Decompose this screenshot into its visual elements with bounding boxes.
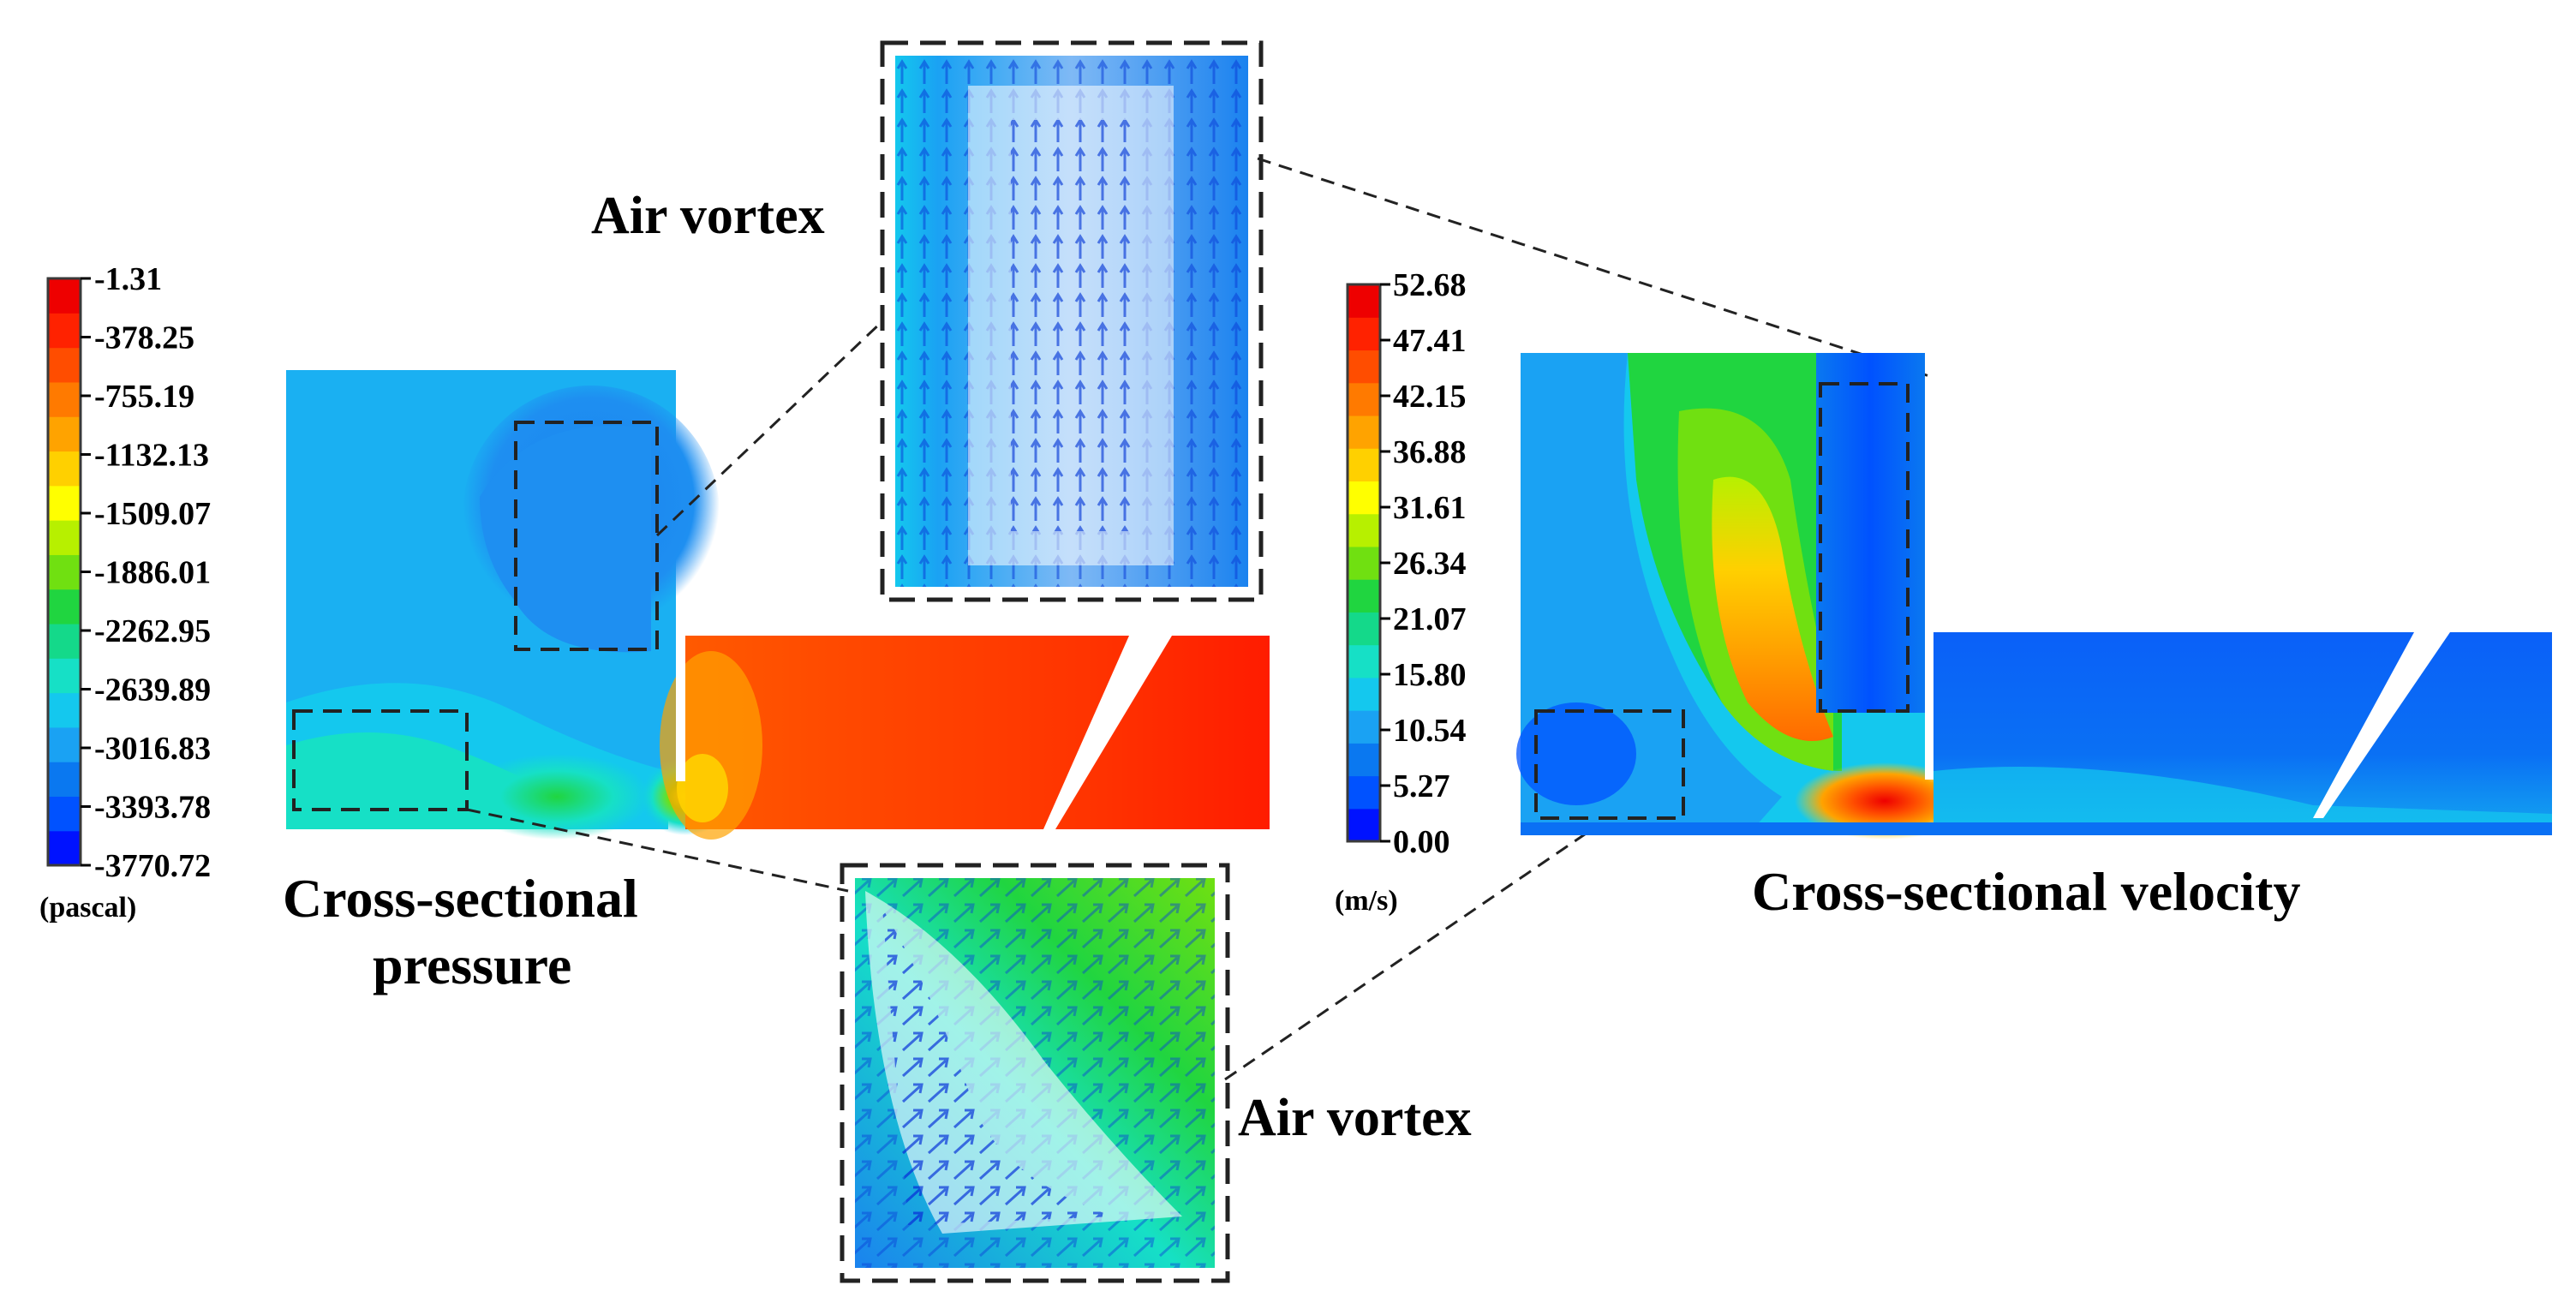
pressure-vortex-box-top (514, 421, 659, 651)
colorbar-tick-label: -3393.78 (94, 790, 211, 826)
colorbar-band (48, 485, 81, 521)
colorbar-tick-label: -755.19 (94, 379, 194, 415)
colorbar-tick-label: 0.00 (1393, 824, 1450, 860)
colorbar-band (1348, 350, 1380, 384)
colorbar-band (1348, 579, 1380, 613)
velocity-unit-label: (m/s) (1335, 885, 1398, 917)
colorbar-band (48, 623, 81, 659)
velocity-contour-field (1516, 353, 2552, 840)
callout-label-top: Air vortex (591, 187, 825, 245)
colorbar-tick-label: 10.54 (1393, 713, 1467, 749)
velocity-panel: 52.68 47.41 42.15 36.88 31.61 26.34 21.07 15.80… (1335, 267, 2552, 922)
colorbar-band (48, 520, 81, 555)
vortex-inset-bottom (840, 863, 1230, 1283)
colorbar-band (48, 381, 81, 417)
colorbar-tick-label: 47.41 (1393, 323, 1467, 359)
vortex-inset-top (880, 40, 1264, 602)
colorbar-band (48, 589, 81, 625)
pressure-contour-field (286, 370, 1270, 840)
colorbar-band (1348, 710, 1380, 744)
colorbar-band (48, 278, 81, 314)
colorbar-band (48, 347, 81, 383)
colorbar-band (1348, 775, 1380, 810)
pressure-legend-ticks: -1.31 -378.25 -755.19 -1132.13 -1509.07 -1886… (81, 261, 211, 884)
colorbar-tick-label: -3016.83 (94, 731, 211, 767)
colorbar-band (48, 451, 81, 487)
colorbar-tick-label: 42.15 (1393, 379, 1467, 415)
velocity-vortex-box-bottom (1534, 709, 1685, 820)
colorbar-tick-label: -2639.89 (94, 672, 211, 708)
colorbar-band (1348, 415, 1380, 449)
colorbar-tick-label: 15.80 (1393, 657, 1467, 693)
colorbar-band (48, 658, 81, 694)
colorbar-tick-label: -378.25 (94, 320, 194, 356)
velocity-legend-ticks: 52.68 47.41 42.15 36.88 31.61 26.34 21.07 15.80… (1380, 267, 1467, 860)
pressure-title-line1: Cross-sectional (283, 868, 638, 929)
pressure-colorbar (46, 277, 82, 867)
colorbar-band (1348, 546, 1380, 580)
pressure-panel: -1.31 -378.25 -755.19 -1132.13 -1509.07 -1886… (39, 261, 1270, 995)
colorbar-tick-label: 5.27 (1393, 768, 1450, 804)
colorbar-band (48, 313, 81, 349)
colorbar-tick-label: -1132.13 (94, 438, 209, 474)
velocity-title: Cross-sectional velocity (1752, 861, 2300, 922)
callout-label-bottom: Air vortex (1238, 1089, 1472, 1147)
colorbar-tick-label: -1509.07 (94, 496, 211, 532)
colorbar-tick-label: -3770.72 (94, 848, 211, 884)
colorbar-band (1348, 382, 1380, 416)
colorbar-tick-label: 52.68 (1393, 267, 1467, 303)
colorbar-band (48, 762, 81, 798)
colorbar-band (48, 796, 81, 832)
colorbar-band (1348, 644, 1380, 678)
colorbar-band (1348, 808, 1380, 842)
callout-connectors (466, 157, 1933, 1081)
colorbar-band (1348, 677, 1380, 711)
colorbar-tick-label: 31.61 (1393, 490, 1467, 526)
pressure-title-line2: pressure (373, 935, 571, 995)
colorbar-tick-label: 26.34 (1393, 546, 1467, 582)
velocity-vortex-box-top (1819, 382, 1910, 713)
colorbar-tick-label: -2262.95 (94, 613, 211, 649)
velocity-colorbar (1346, 283, 1382, 843)
pressure-unit-label: (pascal) (39, 892, 136, 923)
colorbar-tick-label: -1.31 (94, 261, 162, 297)
colorbar-band (48, 830, 81, 866)
colorbar-tick-label: -1886.01 (94, 555, 211, 591)
colorbar-band (1348, 481, 1380, 515)
colorbar-band (48, 554, 81, 590)
colorbar-band (1348, 743, 1380, 777)
colorbar-band (1348, 513, 1380, 547)
pressure-vortex-box-bottom (292, 709, 469, 811)
colorbar-band (48, 692, 81, 728)
colorbar-band (48, 726, 81, 762)
colorbar-band (1348, 448, 1380, 482)
colorbar-band (1348, 317, 1380, 351)
colorbar-band (48, 416, 81, 452)
colorbar-band (1348, 284, 1380, 318)
colorbar-band (1348, 612, 1380, 646)
colorbar-tick-label: 21.07 (1393, 601, 1467, 637)
colorbar-tick-label: 36.88 (1393, 434, 1467, 470)
